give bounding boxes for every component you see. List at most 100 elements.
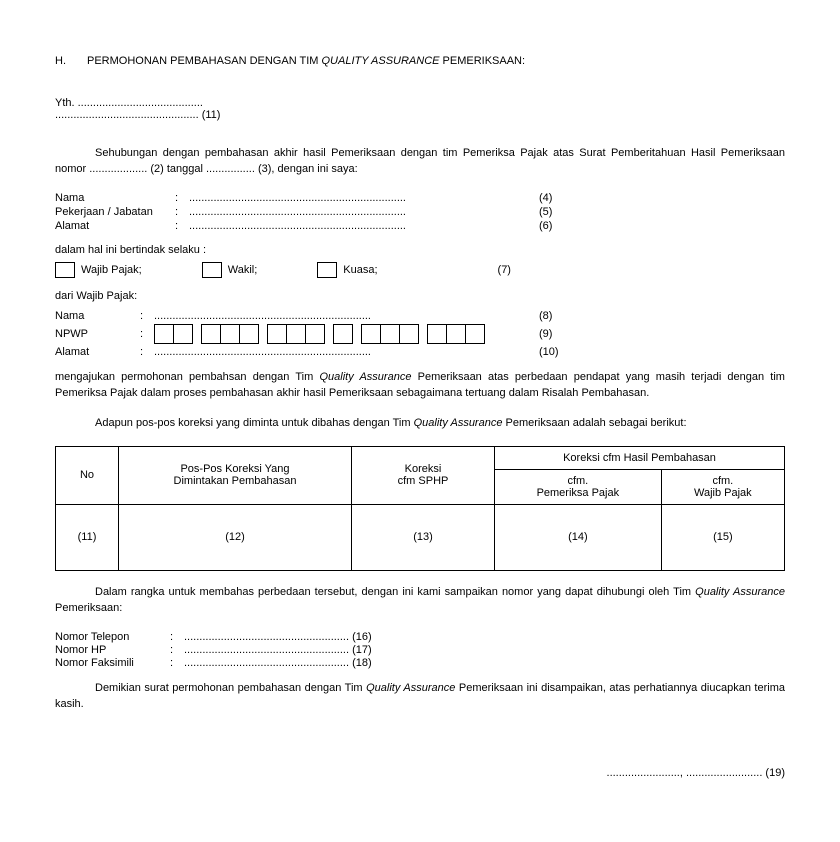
- title-post: PEMERIKSAAN:: [439, 55, 525, 67]
- th-pemeriksa: cfm. Pemeriksa Pajak: [495, 469, 662, 504]
- npwp-label: NPWP: [55, 328, 140, 340]
- pekerjaan-num: (5): [539, 206, 589, 218]
- colon: :: [175, 206, 189, 218]
- npwp-cell[interactable]: [173, 324, 193, 344]
- para4-post: Pemeriksaan:: [55, 602, 122, 614]
- th-wajib: cfm. Wajib Pajak: [661, 469, 784, 504]
- checkbox-wajib-pajak[interactable]: Wajib Pajak;: [55, 262, 142, 278]
- table-row: (11) (12) (13) (14) (15): [56, 504, 785, 570]
- colon: :: [140, 346, 154, 358]
- para2: mengajukan permohonan pembahsan dengan T…: [55, 370, 785, 402]
- para3-post: Pemeriksaan adalah sebagai berikut:: [502, 417, 686, 429]
- npwp-boxes[interactable]: [154, 324, 509, 344]
- checkbox-kuasa[interactable]: Kuasa;: [317, 262, 377, 278]
- checkbox-icon: [55, 262, 75, 278]
- npwp-cell[interactable]: [239, 324, 259, 344]
- title-pre: PERMOHONAN PEMBAHASAN DENGAN TIM: [87, 55, 322, 67]
- telepon-label: Nomor Telepon: [55, 631, 170, 643]
- section-title: PERMOHONAN PEMBAHASAN DENGAN TIM QUALITY…: [87, 55, 525, 67]
- selaku-text: dalam hal ini bertindak selaku :: [55, 244, 785, 256]
- fields2: Nama : .................................…: [55, 310, 785, 358]
- npwp-cell[interactable]: [399, 324, 419, 344]
- fields1: Nama : .................................…: [55, 192, 785, 232]
- para3: Adapun pos-pos koreksi yang diminta untu…: [55, 416, 785, 432]
- para4-italic: Quality Assurance: [695, 586, 785, 598]
- npwp-cell[interactable]: [305, 324, 325, 344]
- nama-label: Nama: [55, 192, 175, 204]
- nama2-label: Nama: [55, 310, 140, 322]
- para5: Demikian surat permohonan pembahasan den…: [55, 681, 785, 713]
- para3-pre: Adapun pos-pos koreksi yang diminta untu…: [95, 417, 414, 429]
- checkbox-label: Kuasa;: [343, 264, 377, 276]
- hp-label: Nomor HP: [55, 644, 170, 656]
- cell-14: (14): [495, 504, 662, 570]
- fax-dots: ........................................…: [184, 657, 372, 669]
- th-koreksi: Koreksi cfm SPHP: [352, 446, 495, 504]
- cell-15: (15): [661, 504, 784, 570]
- cell-12: (12): [119, 504, 352, 570]
- npwp-num: (9): [539, 328, 589, 340]
- th-pos: Pos-Pos Koreksi Yang Dimintakan Pembahas…: [119, 446, 352, 504]
- checkbox-num: (7): [498, 264, 548, 276]
- colon: :: [140, 310, 154, 322]
- checkbox-icon: [202, 262, 222, 278]
- nama-num: (4): [539, 192, 589, 204]
- section-letter: H.: [55, 55, 87, 67]
- npwp-cell[interactable]: [465, 324, 485, 344]
- fax-label: Nomor Faksimili: [55, 657, 170, 669]
- alamat2-dots: ........................................…: [154, 346, 509, 358]
- checkbox-label: Wajib Pajak;: [81, 264, 142, 276]
- nama-dots: ........................................…: [189, 192, 509, 204]
- alamat2-label: Alamat: [55, 346, 140, 358]
- alamat2-num: (10): [539, 346, 589, 358]
- npwp-cell[interactable]: [333, 324, 353, 344]
- yth-line2: ........................................…: [55, 109, 785, 121]
- checkbox-icon: [317, 262, 337, 278]
- cell-13: (13): [352, 504, 495, 570]
- npwp-cell[interactable]: [154, 324, 173, 344]
- th-cfm: Koreksi cfm Hasil Pembahasan: [495, 446, 785, 469]
- nama2-num: (8): [539, 310, 589, 322]
- checkbox-row: Wajib Pajak; Wakil; Kuasa; (7): [55, 262, 785, 278]
- signature-line: ........................, ..............…: [55, 767, 785, 779]
- para2-pre: mengajukan permohonan pembahsan dengan T…: [55, 371, 319, 383]
- alamat-label: Alamat: [55, 220, 175, 232]
- para5-pre: Demikian surat permohonan pembahasan den…: [95, 682, 366, 694]
- para2-italic: Quality Assurance: [319, 371, 411, 383]
- pekerjaan-dots: ........................................…: [189, 206, 509, 218]
- npwp-cell[interactable]: [361, 324, 380, 344]
- th-no: No: [56, 446, 119, 504]
- npwp-cell[interactable]: [220, 324, 239, 344]
- npwp-cell[interactable]: [201, 324, 220, 344]
- alamat-dots: ........................................…: [189, 220, 509, 232]
- colon: :: [175, 220, 189, 232]
- cell-11: (11): [56, 504, 119, 570]
- intro-paragraph: Sehubungan dengan pembahasan akhir hasil…: [55, 146, 785, 178]
- para4-pre: Dalam rangka untuk membahas perbedaan te…: [95, 586, 695, 598]
- para4: Dalam rangka untuk membahas perbedaan te…: [55, 585, 785, 617]
- contact-block: Nomor Telepon : ........................…: [55, 631, 785, 669]
- para3-italic: Quality Assurance: [414, 417, 503, 429]
- title-italic: QUALITY ASSURANCE: [322, 55, 440, 67]
- npwp-cell[interactable]: [427, 324, 446, 344]
- section-header: H. PERMOHONAN PEMBAHASAN DENGAN TIM QUAL…: [55, 55, 785, 67]
- colon: :: [175, 192, 189, 204]
- colon: :: [170, 631, 184, 643]
- npwp-cell[interactable]: [267, 324, 286, 344]
- koreksi-table: No Pos-Pos Koreksi Yang Dimintakan Pemba…: [55, 446, 785, 571]
- yth-block: Yth. ...................................…: [55, 97, 785, 121]
- colon: :: [170, 657, 184, 669]
- yth-line1: Yth. ...................................…: [55, 97, 785, 109]
- pekerjaan-label: Pekerjaan / Jabatan: [55, 206, 175, 218]
- hp-dots: ........................................…: [184, 644, 372, 656]
- colon: :: [170, 644, 184, 656]
- npwp-cell[interactable]: [286, 324, 305, 344]
- npwp-cell[interactable]: [446, 324, 465, 344]
- para5-italic: Quality Assurance: [366, 682, 455, 694]
- checkbox-label: Wakil;: [228, 264, 258, 276]
- checkbox-wakil[interactable]: Wakil;: [202, 262, 258, 278]
- alamat-num: (6): [539, 220, 589, 232]
- nama2-dots: ........................................…: [154, 310, 509, 322]
- npwp-cell[interactable]: [380, 324, 399, 344]
- dari-text: dari Wajib Pajak:: [55, 290, 785, 302]
